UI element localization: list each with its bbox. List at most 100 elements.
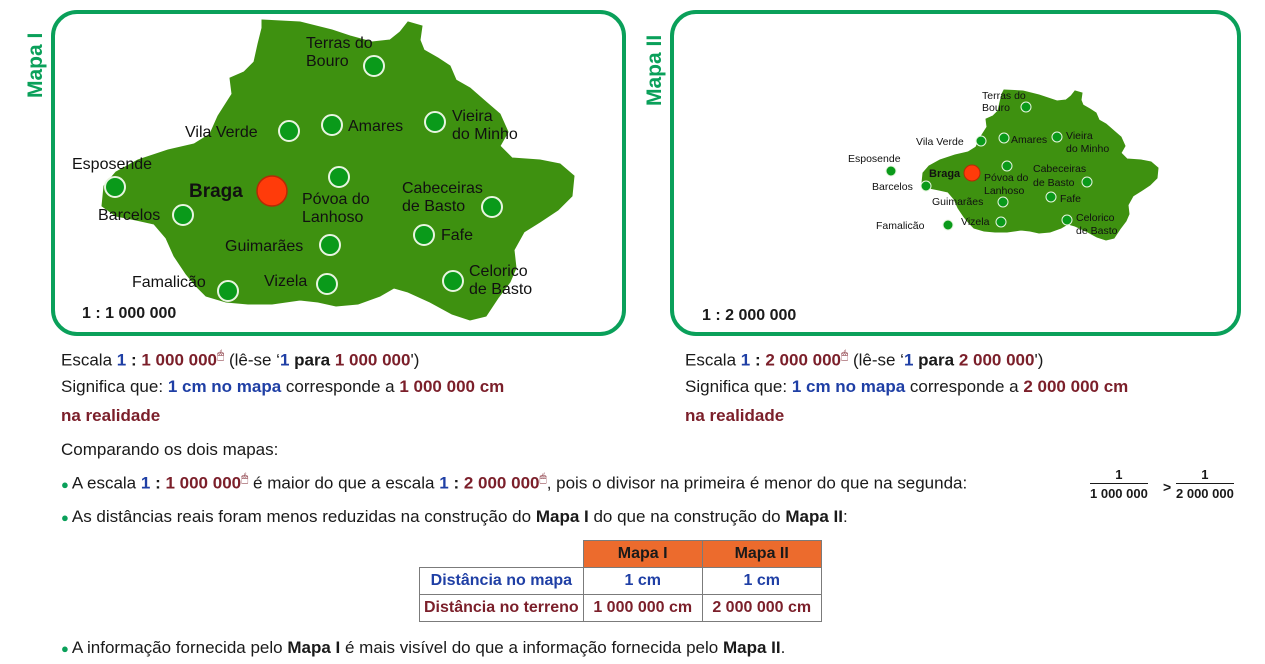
map-2-dot-fafe xyxy=(1045,191,1057,203)
bullet-3-mapa-2: Mapa II xyxy=(722,638,781,657)
map-1-dot-amares xyxy=(321,114,343,136)
bullet-2-text-c: : xyxy=(842,507,848,526)
bullet-3-text-c: . xyxy=(780,638,786,657)
map-2-dot-terras-do-bouro xyxy=(1020,101,1032,113)
bullet-2: ● As distâncias reais foram menos reduzid… xyxy=(61,507,848,527)
map-1-label-esposende: Esposende xyxy=(72,156,152,173)
map-2-dot-esposende xyxy=(885,165,897,177)
table-header-row: Mapa I Mapa II xyxy=(420,540,822,568)
map-2-label-braga: Braga xyxy=(929,168,961,180)
map-2-label-terras-do-bouro-1: Terras do xyxy=(982,90,1026,102)
map-1-label-amares: Amares xyxy=(348,118,403,135)
map-1-dot-famalicao xyxy=(217,280,239,302)
map-2-label-povoa-2: Lanhoso xyxy=(984,185,1024,197)
map-1-label-famalicao: Famalicão xyxy=(132,274,206,291)
map-1-dot-guimaraes xyxy=(319,234,341,256)
map-2-label-povoa-1: Póvoa do xyxy=(984,172,1029,184)
map-2-dot-guimaraes xyxy=(997,196,1009,208)
mouse-icon: 🖱 xyxy=(841,348,849,362)
explain-2-line-1: Escala 1 : 2 000 000🖱 (lê-se ‘1 para 2 0… xyxy=(685,348,1043,371)
map-1-label-braga: Braga xyxy=(189,181,243,202)
map-1-dot-povoa-do-lanhoso xyxy=(328,166,350,188)
greater-than-sign: > xyxy=(1163,479,1172,495)
corresponde-text: corresponde a xyxy=(285,377,395,396)
table-row-label: Distância no terreno xyxy=(419,594,584,622)
map-2-label-terras-do-bouro-2: Bouro xyxy=(982,102,1010,114)
bullet-icon: ● xyxy=(61,476,69,492)
map-1-dot-esposende xyxy=(104,176,126,198)
map-2-label-esposende: Esposende xyxy=(848,153,901,165)
table-header-mapa-1: Mapa I xyxy=(582,540,703,568)
significa-text: Significa que: xyxy=(61,377,164,396)
real-value: 1 000 000 cm xyxy=(399,377,505,396)
map-1-label-terras-do-bouro-2: Bouro xyxy=(306,53,349,70)
table-row: Distância no terreno 1 000 000 cm 2 000 … xyxy=(419,594,822,622)
bullet-3-text-b: é mais visível do que a informação forne… xyxy=(344,638,719,657)
explain-1-line-1: Escala 1 : 1 000 000🖱 (lê-se ‘1 para 1 0… xyxy=(61,348,419,371)
map-1-scale: 1 : 1 000 000 xyxy=(82,305,177,322)
maps-canvas: Terras do Bouro Vila Verde Amares Vieira… xyxy=(72,19,1159,321)
bullet-1-scale1-num: 1 xyxy=(140,473,151,493)
cm-no-mapa: 1 cm no mapa xyxy=(791,377,906,396)
map-1-dot-fafe xyxy=(413,224,435,246)
scale-denominator: 1 000 000 xyxy=(141,350,218,370)
comparison-table: Mapa I Mapa II Distância no mapa 1 cm 1 … xyxy=(419,540,822,622)
table-row-label: Distância no mapa xyxy=(419,567,584,595)
map-2-dot-barcelos xyxy=(920,180,932,192)
map-2-dot-vizela xyxy=(995,216,1007,228)
map-1-label-cabeceiras-1: Cabeceiras xyxy=(402,180,483,197)
map-1-label-vieira-1: Vieira xyxy=(452,108,493,125)
bullet-1-scale1-den: 1 000 000 xyxy=(165,473,242,493)
table-cell: 1 cm xyxy=(701,567,822,595)
bullet-1-text-a: A escala xyxy=(71,473,137,493)
map-2-label-barcelos: Barcelos xyxy=(872,181,913,193)
map-2-scale: 1 : 2 000 000 xyxy=(702,307,797,324)
fraction-2: 1 2 000 000 xyxy=(1176,467,1234,501)
map-1-label-povoa-1: Póvoa do xyxy=(302,191,370,208)
map-2-label-fafe: Fafe xyxy=(1060,193,1081,205)
scale-numerator: 1 xyxy=(740,350,751,370)
explain-1-line-2: Significa que: 1 cm no mapa corresponde … xyxy=(61,377,504,397)
map-2-label-vieira-1: Vieira xyxy=(1066,130,1093,142)
lese-close: ') xyxy=(410,350,420,370)
bullet-3-text-a: A informação fornecida pelo xyxy=(71,638,283,657)
explain-1-line-3: na realidade xyxy=(61,406,161,425)
mouse-icon: 🖱 xyxy=(217,348,225,362)
explain-2-line-3: na realidade xyxy=(685,406,785,425)
scale-denominator: 2 000 000 xyxy=(765,350,842,370)
table-header-mapa-2: Mapa II xyxy=(701,540,822,568)
bullet-2-mapa-2: Mapa II xyxy=(785,507,843,526)
map-2-label-cabeceiras-2: de Basto xyxy=(1033,177,1075,189)
escala-word: Escala xyxy=(685,350,737,370)
table-cell: 1 000 000 cm xyxy=(582,594,703,622)
map-1-label-barcelos: Barcelos xyxy=(98,207,160,224)
lese-open: (lê-se ‘ xyxy=(852,350,904,370)
bullet-icon: ● xyxy=(61,510,69,525)
bullet-2-text-b: do que na construção do xyxy=(593,507,781,526)
map-1-dot-terras-do-bouro xyxy=(363,55,385,77)
map-2-dot-cabeceiras-de-basto xyxy=(1081,176,1093,188)
lese-para: para xyxy=(294,350,331,370)
map-2-label-vila-verde: Vila Verde xyxy=(916,136,964,148)
map-1-dot-celorico-de-basto xyxy=(442,270,464,292)
lese-denominator: 2 000 000 xyxy=(958,350,1035,370)
map-2-label-famalicao: Famalicão xyxy=(876,220,925,232)
bullet-1-scale2-den: 2 000 000 xyxy=(463,473,540,493)
bullet-1-text-b: é maior do que a escala xyxy=(253,473,435,493)
map-1-label-vieira-2: do Minho xyxy=(452,126,518,143)
bullet-3-mapa-1: Mapa I xyxy=(287,638,341,657)
map-1-dot-vila-verde xyxy=(278,120,300,142)
lese-denominator: 1 000 000 xyxy=(334,350,411,370)
comparando-heading: Comparando os dois mapas: xyxy=(61,440,279,459)
map-1-label-fafe: Fafe xyxy=(441,227,473,244)
map-1-label-celorico-2: de Basto xyxy=(469,281,532,298)
table-corner xyxy=(420,541,584,568)
fraction-2-denominator: 2 000 000 xyxy=(1176,486,1234,501)
map-2-label-guimaraes: Guimarães xyxy=(932,196,983,208)
map-2-label-vizela: Vizela xyxy=(961,216,990,228)
scale-separator: : xyxy=(130,350,137,370)
map-1-label-povoa-2: Lanhoso xyxy=(302,209,363,226)
map-1-dot-barcelos xyxy=(172,204,194,226)
lese-numerator: 1 xyxy=(279,350,290,370)
map-1-dot-vizela xyxy=(316,273,338,295)
